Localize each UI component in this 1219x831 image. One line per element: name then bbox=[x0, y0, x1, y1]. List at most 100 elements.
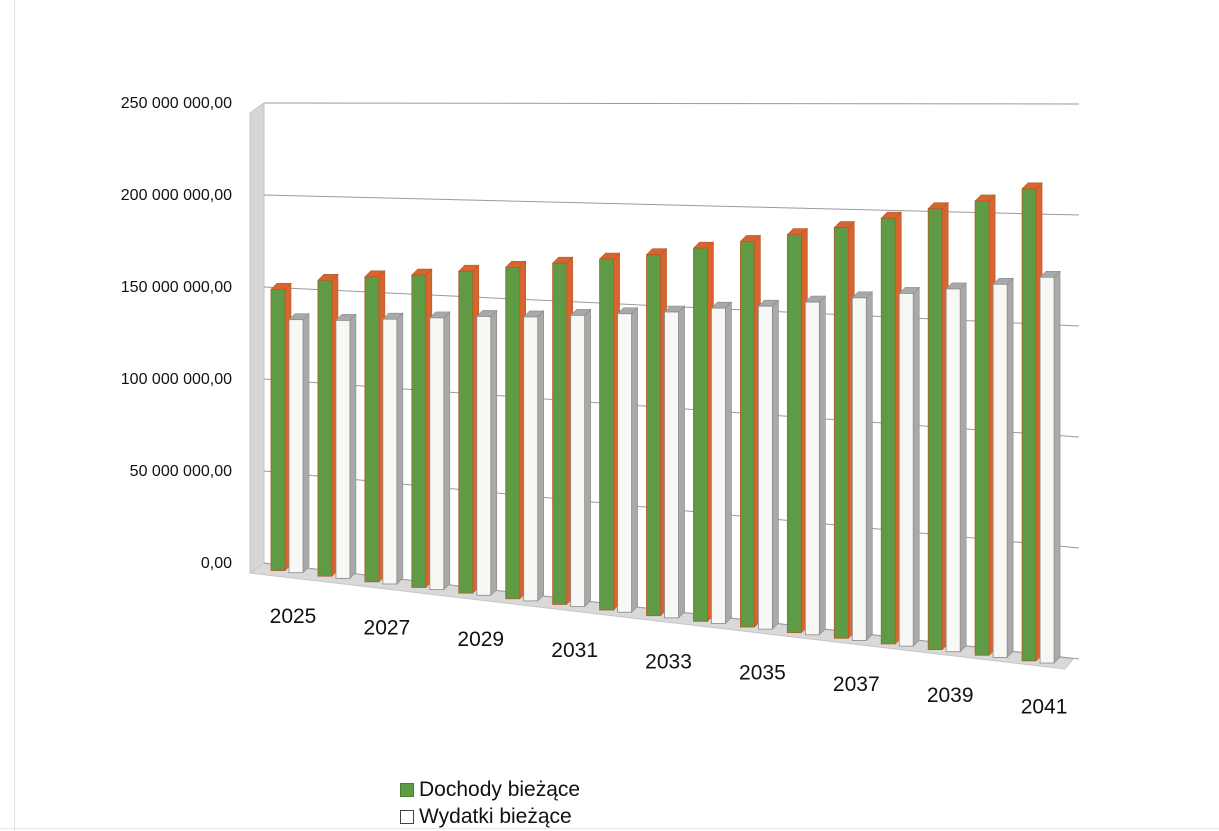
y-tick-label: 200 000 000,00 bbox=[121, 187, 232, 204]
legend-swatch-dochody bbox=[400, 782, 414, 797]
x-tick-label: 2035 bbox=[739, 662, 786, 685]
bar-wydatki-2037-side bbox=[865, 291, 873, 642]
bar-wydatki-2025 bbox=[288, 312, 310, 574]
bar-wydatki-2039-front bbox=[945, 288, 961, 653]
bar-dochody-2036 bbox=[786, 227, 809, 634]
bar-wydatki-2028 bbox=[429, 311, 451, 591]
bar-wydatki-2036-side bbox=[819, 295, 826, 636]
bar-wydatki-2034-side bbox=[725, 301, 732, 625]
x-tick-label: 2031 bbox=[551, 639, 598, 662]
chart-bars bbox=[270, 182, 1061, 664]
legend-label-wydatki: Wydatki bieżące bbox=[419, 805, 572, 828]
gridline bbox=[263, 102, 1080, 105]
bar-dochody-2032 bbox=[598, 252, 621, 611]
bar-dochody-2026 bbox=[317, 273, 339, 577]
bar-dochody-2033-front bbox=[646, 254, 661, 617]
bar-dochody-2030-front bbox=[505, 266, 521, 600]
x-tick-label: 2025 bbox=[270, 605, 317, 628]
bar-wydatki-2031-front bbox=[570, 314, 586, 607]
bar-dochody-2036-front bbox=[786, 234, 802, 634]
bar-wydatki-2040-front bbox=[992, 283, 1008, 658]
x-tick-label: 2041 bbox=[1021, 696, 1068, 719]
bar-wydatki-2029-side bbox=[490, 309, 498, 596]
bar-wydatki-2038-front bbox=[898, 293, 914, 647]
y-tick-label: 150 000 000,00 bbox=[121, 279, 232, 296]
bar-dochody-2040-front bbox=[974, 200, 990, 656]
bar-wydatki-2034 bbox=[710, 301, 733, 625]
bar-wydatki-2039 bbox=[945, 282, 967, 653]
bar-dochody-2038-front bbox=[880, 217, 896, 645]
bar-wydatki-2036-front bbox=[804, 301, 820, 636]
bar-wydatki-2025-front bbox=[288, 319, 304, 574]
bar-dochody-2041-front bbox=[1021, 188, 1037, 662]
bar-dochody-2028-front bbox=[411, 274, 427, 588]
bar-wydatki-2041 bbox=[1039, 270, 1061, 664]
bar-dochody-2029-front bbox=[458, 270, 474, 594]
bar-wydatki-2040 bbox=[992, 277, 1014, 659]
bar-dochody-2025 bbox=[270, 282, 292, 572]
bar-dochody-2027-front bbox=[364, 276, 380, 583]
chart-legend: Dochody bieżące Wydatki bieżące bbox=[400, 776, 580, 830]
bar-dochody-2039-front bbox=[927, 208, 943, 650]
bar-wydatki-2026 bbox=[335, 313, 357, 580]
bar-dochody-2040 bbox=[974, 194, 996, 656]
bar-dochody-2032-front bbox=[599, 258, 614, 611]
bar-wydatki-2030-side bbox=[537, 310, 545, 602]
bar-wydatki-2038 bbox=[898, 286, 920, 647]
bar-wydatki-2027 bbox=[382, 312, 404, 585]
bar-dochody-2041 bbox=[1021, 182, 1043, 662]
bar-dochody-2038 bbox=[880, 211, 902, 645]
bar-wydatki-2041-side bbox=[1053, 270, 1061, 664]
floor bbox=[248, 562, 1074, 670]
bar-wydatki-2035 bbox=[757, 299, 780, 630]
bar-wydatki-2029 bbox=[476, 309, 498, 596]
legend-label-dochody: Dochody bieżące bbox=[419, 778, 581, 801]
chart-walls bbox=[248, 102, 1074, 670]
x-tick-label: 2033 bbox=[645, 650, 692, 673]
bar-dochody-2027 bbox=[364, 270, 386, 583]
x-tick-label: 2039 bbox=[927, 684, 974, 707]
scan-edge-left bbox=[14, 0, 15, 831]
bar-wydatki-2040-side bbox=[1006, 277, 1014, 659]
bar-wydatki-2037-front bbox=[851, 297, 867, 641]
bar-dochody-2028 bbox=[411, 268, 433, 589]
x-tick-label: 2029 bbox=[457, 628, 504, 651]
bar-dochody-2030 bbox=[504, 260, 527, 600]
bar-wydatki-2027-side bbox=[396, 312, 404, 585]
side-wall bbox=[249, 102, 265, 574]
bar-wydatki-2030-front bbox=[523, 316, 539, 602]
bar-wydatki-2039-side bbox=[959, 282, 967, 653]
bar-dochody-2031 bbox=[551, 256, 574, 606]
bar-dochody-2039 bbox=[927, 201, 949, 651]
bar-dochody-2034-front bbox=[693, 247, 708, 622]
bar-dochody-2025-front bbox=[270, 288, 286, 571]
x-axis-tick-labels: 2025 2027 2029 2031 2033 2035 2037 2039 2041 bbox=[270, 605, 1068, 718]
bar-wydatki-2032-side bbox=[631, 307, 638, 613]
legend-swatch-wydatki bbox=[400, 809, 414, 824]
y-tick-label: 250 000 000,00 bbox=[121, 95, 232, 112]
bar-wydatki-2036 bbox=[804, 295, 827, 636]
bar-wydatki-2035-front bbox=[758, 305, 773, 630]
bar-dochody-2035 bbox=[739, 234, 762, 628]
bar-wydatki-2033 bbox=[663, 305, 686, 619]
bar-dochody-2034 bbox=[692, 241, 715, 623]
y-axis-tick-labels: 250 000 000,00 200 000 000,00 150 000 000,… bbox=[121, 95, 232, 572]
bar-dochody-2037 bbox=[833, 220, 856, 640]
bar-wydatki-2037 bbox=[851, 291, 874, 642]
bar-dochody-2029 bbox=[458, 264, 480, 594]
bar-wydatki-2041-front bbox=[1039, 276, 1055, 664]
bar-wydatki-2028-side bbox=[443, 311, 451, 591]
bar-wydatki-2031 bbox=[569, 308, 592, 608]
bar-dochody-2033 bbox=[645, 247, 668, 617]
x-tick-label: 2037 bbox=[833, 673, 880, 696]
bar-wydatki-2027-front bbox=[382, 318, 398, 585]
gridline bbox=[263, 194, 1080, 216]
bar-wydatki-2032-front bbox=[617, 313, 632, 613]
legend-item-dochody: Dochody bieżące bbox=[400, 776, 580, 803]
bar-wydatki-2032 bbox=[616, 307, 639, 613]
x-tick-label: 2027 bbox=[364, 616, 411, 639]
y-tick-label: 0,00 bbox=[201, 555, 232, 572]
bar-wydatki-2028-front bbox=[429, 317, 445, 591]
scan-edge-bottom bbox=[0, 828, 1219, 829]
